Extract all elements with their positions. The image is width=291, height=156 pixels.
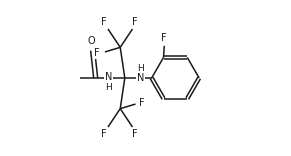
Text: H: H bbox=[137, 63, 144, 73]
Text: H: H bbox=[105, 83, 112, 93]
Text: F: F bbox=[139, 98, 145, 108]
Text: N: N bbox=[137, 73, 144, 83]
Text: N: N bbox=[105, 72, 112, 82]
Text: F: F bbox=[94, 49, 100, 58]
Text: O: O bbox=[88, 36, 95, 46]
Text: F: F bbox=[161, 33, 167, 43]
Text: F: F bbox=[101, 129, 107, 139]
Text: F: F bbox=[132, 17, 138, 27]
Text: F: F bbox=[132, 129, 138, 139]
Text: F: F bbox=[101, 17, 107, 27]
